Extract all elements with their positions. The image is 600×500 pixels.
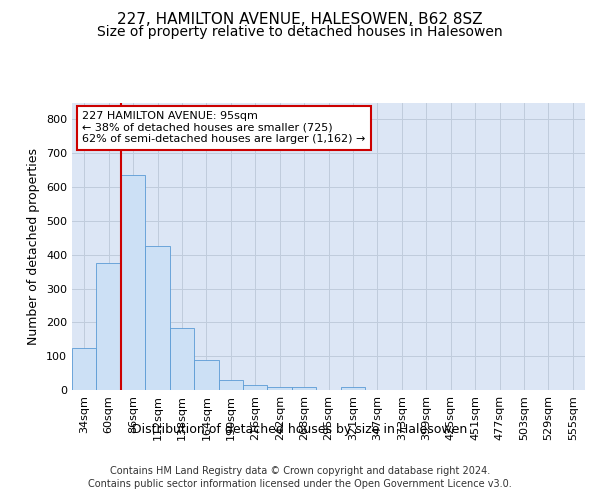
Bar	[268, 388, 292, 390]
Bar	[292, 388, 316, 390]
Text: 227, HAMILTON AVENUE, HALESOWEN, B62 8SZ: 227, HAMILTON AVENUE, HALESOWEN, B62 8SZ	[117, 12, 483, 28]
Bar	[72, 348, 97, 390]
Text: Contains public sector information licensed under the Open Government Licence v3: Contains public sector information licen…	[88, 479, 512, 489]
Bar	[145, 246, 170, 390]
Bar	[170, 328, 194, 390]
Bar	[97, 263, 121, 390]
Bar	[243, 385, 268, 390]
Text: Size of property relative to detached houses in Halesowen: Size of property relative to detached ho…	[97, 25, 503, 39]
Bar	[341, 387, 365, 390]
Bar	[218, 380, 243, 390]
Text: 227 HAMILTON AVENUE: 95sqm
← 38% of detached houses are smaller (725)
62% of sem: 227 HAMILTON AVENUE: 95sqm ← 38% of deta…	[82, 111, 365, 144]
Y-axis label: Number of detached properties: Number of detached properties	[28, 148, 40, 345]
Bar	[194, 360, 218, 390]
Text: Contains HM Land Registry data © Crown copyright and database right 2024.: Contains HM Land Registry data © Crown c…	[110, 466, 490, 476]
Text: Distribution of detached houses by size in Halesowen: Distribution of detached houses by size …	[133, 422, 467, 436]
Bar	[121, 175, 145, 390]
